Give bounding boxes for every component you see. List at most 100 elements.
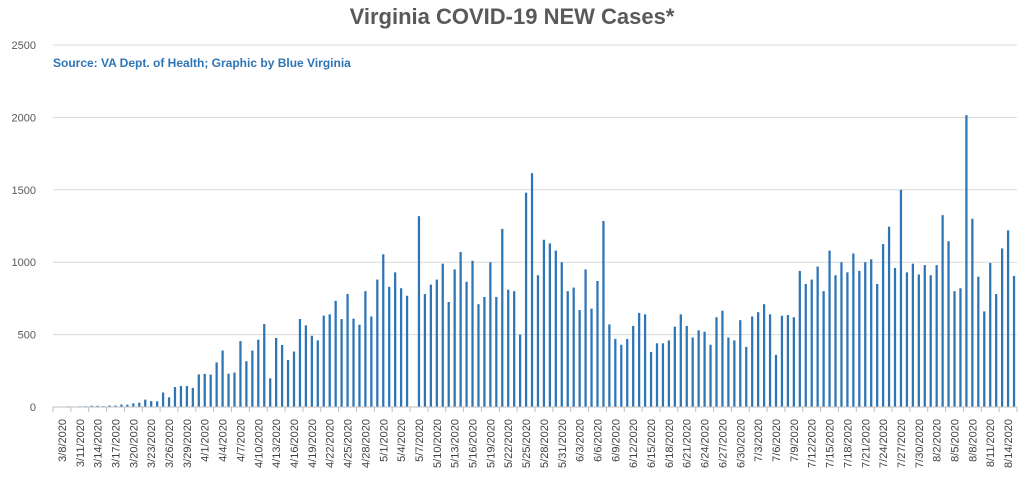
bar (310, 335, 313, 407)
bar (679, 314, 682, 407)
x-tick-label: 5/16/2020 (468, 419, 480, 468)
bar (590, 308, 593, 407)
bar (935, 265, 938, 407)
x-tick-label: 6/24/2020 (700, 419, 712, 468)
bar (667, 340, 671, 407)
x-tick-label: 6/15/2020 (646, 419, 658, 468)
x-tick-label: 3/26/2020 (164, 419, 176, 468)
x-tick-label: 3/20/2020 (128, 419, 140, 468)
bar (655, 343, 659, 407)
bar (953, 291, 956, 407)
bar (167, 397, 171, 407)
bar (816, 266, 819, 407)
bar (602, 220, 605, 407)
bar (876, 283, 879, 407)
bar (429, 284, 432, 407)
bar (1006, 230, 1010, 407)
bar (316, 340, 319, 407)
bar (596, 281, 599, 407)
bar (477, 304, 480, 407)
bar (768, 314, 772, 407)
x-tick-label: 8/14/2020 (1003, 419, 1015, 468)
bar (483, 296, 486, 407)
bar (215, 362, 218, 407)
x-tick-label: 7/24/2020 (878, 419, 890, 468)
bar (757, 312, 760, 407)
bar (495, 296, 498, 407)
bar (328, 314, 331, 407)
bar (858, 270, 861, 407)
bar (465, 281, 468, 407)
bar (441, 263, 444, 407)
bar (733, 340, 736, 407)
bar (269, 378, 272, 407)
bar (275, 337, 278, 407)
bar (584, 269, 587, 407)
bar (388, 286, 391, 407)
bar (233, 372, 236, 407)
bar (846, 272, 849, 407)
x-tick-label: 7/30/2020 (914, 419, 926, 468)
y-tick-label: 1000 (12, 257, 36, 269)
bar (965, 115, 968, 407)
bar (739, 320, 742, 407)
bar (1000, 248, 1004, 407)
bar (578, 309, 581, 407)
bar (822, 291, 825, 407)
x-tick-label: 4/28/2020 (360, 419, 372, 468)
bar (138, 402, 141, 407)
x-tick-label: 5/31/2020 (557, 419, 569, 468)
x-tick-label: 4/7/2020 (235, 419, 247, 462)
bar (762, 304, 766, 407)
bar (251, 350, 254, 407)
x-tick-label: 5/25/2020 (521, 419, 533, 468)
chart-subtitle: Source: VA Dept. of Health; Graphic by B… (53, 56, 351, 70)
y-tick-label: 500 (18, 330, 36, 342)
bar (864, 262, 867, 407)
bar (941, 215, 944, 407)
bar (905, 272, 909, 407)
bar (245, 361, 248, 407)
bar (554, 250, 557, 407)
bar (322, 315, 325, 407)
x-tick-label: 5/19/2020 (485, 419, 497, 468)
bar (971, 218, 974, 407)
x-tick-label: 4/4/2020 (218, 419, 230, 462)
bar (156, 401, 159, 407)
bar (893, 267, 897, 407)
bar (376, 279, 379, 407)
chart-title: Virginia COVID-19 NEW Cases* (349, 4, 675, 29)
x-tick-label: 6/18/2020 (664, 419, 676, 468)
bar (929, 275, 932, 407)
bar (703, 331, 706, 407)
x-tick-label: 3/23/2020 (146, 419, 158, 468)
x-tick-label: 5/13/2020 (450, 419, 462, 468)
bar (959, 288, 962, 407)
bar (382, 254, 385, 407)
bar (197, 374, 200, 407)
x-tick-label: 5/1/2020 (378, 419, 390, 462)
bar (364, 291, 367, 407)
bar (947, 241, 950, 407)
bar (96, 405, 99, 407)
bar (697, 330, 700, 407)
x-tick-label: 6/3/2020 (575, 419, 587, 462)
x-tick-label: 3/29/2020 (182, 419, 194, 468)
bar (150, 401, 153, 407)
bar (673, 326, 676, 407)
bar (507, 289, 510, 407)
bar (257, 339, 260, 407)
bar (292, 351, 296, 407)
bar (221, 350, 224, 407)
x-tick-label: 7/15/2020 (825, 419, 837, 468)
bar (911, 263, 914, 407)
bar (489, 262, 492, 407)
bar (394, 272, 397, 407)
bar (620, 344, 623, 407)
bar (786, 315, 790, 407)
bar (513, 291, 516, 407)
x-tick-label: 3/11/2020 (75, 419, 87, 467)
bar (114, 405, 117, 407)
bar (518, 334, 522, 407)
